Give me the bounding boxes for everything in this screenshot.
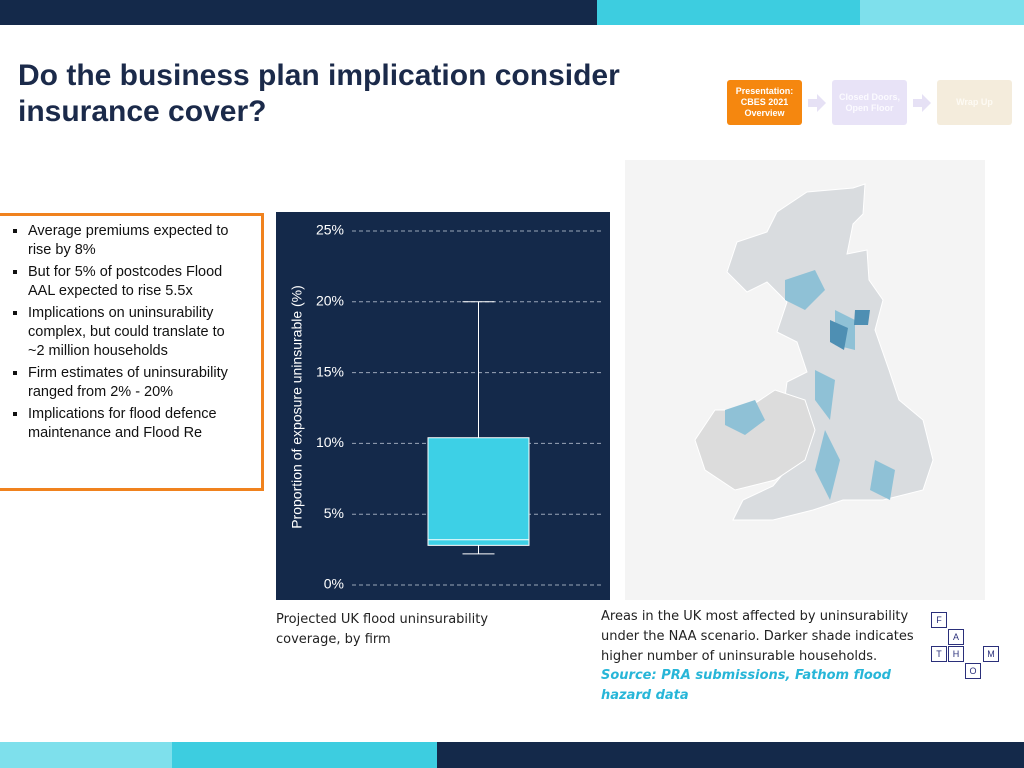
bottom-bar: [0, 742, 172, 768]
y-tick-label: 10%: [316, 434, 344, 450]
bullet-list: Average premiums expected to rise by 8%B…: [0, 222, 240, 443]
chart: Proportion of exposure uninsurable (%) 0…: [276, 212, 610, 600]
y-tick-label: 20%: [316, 293, 344, 309]
map: [625, 160, 985, 600]
logo-letter: O: [965, 663, 981, 679]
chart-caption: Projected UK flood uninsurability covera…: [276, 612, 489, 647]
nav-arrow: [808, 94, 826, 112]
logo-letter: M: [983, 646, 999, 662]
slide-title: Do the business plan implication conside…: [18, 59, 620, 128]
affected-areas-dark: [830, 310, 870, 350]
bullet: But for 5% of postcodes Flood AAL expect…: [28, 263, 240, 301]
y-tick-label: 15%: [316, 363, 344, 379]
affected-areas: [725, 270, 895, 500]
nav-step: Closed Doors, Open Floor: [832, 80, 907, 125]
top-bar: [0, 0, 597, 25]
bullet: Implications on uninsurability complex, …: [28, 304, 240, 361]
bullet: Firm estimates of uninsurability ranged …: [28, 364, 240, 402]
nav-step: Wrap Up: [937, 80, 1012, 125]
top-bar: [860, 0, 1024, 25]
logo-letter: H: [948, 646, 964, 662]
y-tick-label: 5%: [324, 505, 344, 521]
bullet: Average premiums expected to rise by 8%: [28, 222, 240, 260]
bottom-bar: [172, 742, 437, 768]
logo-letter: F: [931, 612, 947, 628]
logo-letter: T: [931, 646, 947, 662]
nav-step: Presentation: CBES 2021 Overview: [727, 80, 802, 125]
bullet: Implications for flood defence maintenan…: [28, 405, 240, 443]
y-tick-label: 0%: [324, 576, 344, 592]
box: [427, 437, 530, 546]
great-britain: [726, 183, 934, 521]
nav-arrow: [913, 94, 931, 112]
source: Source: PRA submissions, Fathom flood ha…: [601, 668, 891, 703]
y-tick-label: 25%: [316, 222, 344, 238]
map-caption: Areas in the UK most affected by uninsur…: [601, 609, 914, 664]
bullet-box: Average premiums expected to rise by 8%B…: [0, 213, 264, 491]
bottom-bar: [437, 742, 1024, 768]
logo-letter: A: [948, 629, 964, 645]
top-bar: [597, 0, 860, 25]
y-axis-label: Proportion of exposure uninsurable (%): [289, 285, 305, 529]
